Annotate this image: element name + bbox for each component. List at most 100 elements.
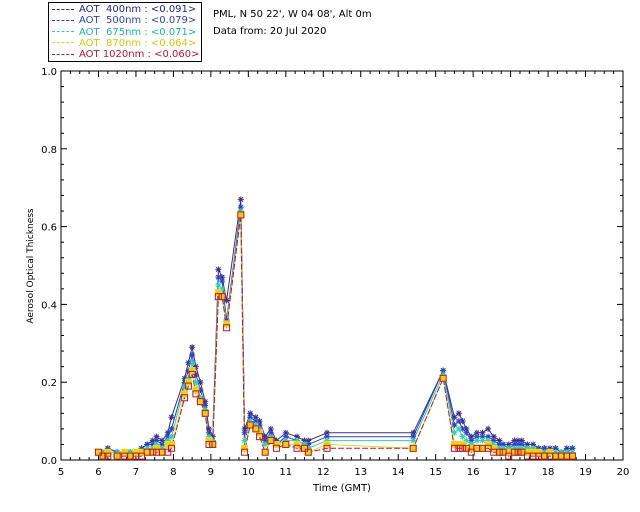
data-point	[149, 448, 157, 456]
data-point	[113, 452, 121, 460]
series-line	[98, 210, 573, 453]
data-point	[552, 452, 560, 460]
data-point	[168, 425, 175, 432]
legend-item: AOT 1020nm : <0.060>	[52, 49, 199, 61]
data-point	[94, 448, 102, 456]
data-point	[451, 429, 458, 436]
data-point	[468, 433, 475, 440]
data-point	[192, 379, 199, 386]
data-point	[189, 344, 196, 351]
data-point	[272, 440, 280, 448]
data-point	[237, 211, 245, 219]
data-point	[205, 440, 213, 448]
data-point	[256, 433, 264, 441]
data-point	[485, 425, 492, 432]
data-point	[518, 448, 526, 456]
data-point	[181, 390, 189, 398]
x-tick-label: 6	[95, 467, 101, 478]
data-point	[168, 444, 176, 452]
data-point	[546, 448, 554, 456]
data-point	[282, 440, 290, 448]
data-point	[439, 374, 447, 382]
data-point	[479, 429, 486, 436]
y-tick-label: 1.0	[41, 67, 57, 78]
data-point	[168, 433, 175, 440]
data-point	[99, 452, 107, 460]
plot-frame	[60, 70, 624, 461]
data-point	[518, 448, 526, 456]
data-point	[188, 367, 196, 375]
data-point	[214, 293, 222, 301]
legend-item: AOT 675nm : <0.071>	[52, 27, 196, 39]
y-tick-label: 0.4	[41, 300, 57, 311]
data-point	[467, 448, 475, 456]
data-point	[293, 444, 301, 452]
data-point	[218, 293, 226, 301]
data-point	[196, 398, 204, 406]
data-point	[505, 448, 513, 456]
data-point	[126, 452, 134, 460]
data-point	[192, 386, 200, 394]
x-tick-label: 15	[429, 467, 442, 478]
data-point	[241, 444, 249, 452]
x-tick-label: 12	[317, 467, 330, 478]
x-tick-label: 16	[467, 467, 480, 478]
data-point	[214, 289, 222, 297]
data-point	[490, 444, 498, 452]
y-tick-label: 0.2	[41, 378, 57, 389]
data-point	[104, 452, 112, 460]
data-point	[215, 274, 222, 281]
data-point	[473, 444, 481, 452]
data-point	[223, 320, 231, 328]
data-point	[267, 437, 275, 445]
data-point	[529, 448, 537, 456]
y-tick-label: 0.8	[41, 145, 57, 156]
x-tick-label: 10	[242, 467, 255, 478]
data-point	[459, 444, 467, 452]
data-point	[237, 196, 244, 203]
data-point	[455, 425, 462, 432]
data-point	[473, 437, 480, 444]
data-point	[138, 452, 146, 460]
data-point	[209, 440, 217, 448]
data-point	[455, 410, 462, 417]
data-point	[192, 390, 200, 398]
data-point	[439, 374, 447, 382]
data-point	[261, 448, 269, 456]
data-point	[459, 433, 466, 440]
data-point	[505, 452, 513, 460]
data-point	[241, 437, 248, 444]
data-point	[272, 444, 280, 452]
data-point	[188, 370, 196, 378]
data-point	[205, 429, 212, 436]
data-point	[459, 440, 467, 448]
y-tick-label: 0.0	[41, 456, 57, 467]
data-point	[201, 409, 209, 417]
data-point	[138, 448, 146, 456]
data-point	[323, 444, 331, 452]
data-point	[184, 378, 192, 386]
legend-label: AOT 400nm : <0.091>	[79, 4, 197, 15]
data-point	[455, 418, 462, 425]
data-point	[181, 394, 189, 402]
series-line	[98, 199, 573, 453]
data-point	[252, 425, 260, 433]
data-point	[293, 440, 301, 448]
data-point	[468, 437, 475, 444]
data-point	[462, 444, 470, 452]
data-point	[495, 448, 503, 456]
data-point	[499, 448, 507, 456]
data-point	[568, 452, 576, 460]
data-point	[304, 448, 312, 456]
data-point	[514, 448, 522, 456]
y-tick-label: 0.6	[41, 223, 57, 234]
data-point	[219, 278, 226, 285]
data-point	[262, 441, 269, 448]
data-point	[523, 448, 531, 456]
data-point	[409, 444, 417, 452]
data-point	[262, 433, 269, 440]
axis-ticks: 5 6 7 8 9 10 11 12 13 14 15 16 17 18 19 20 0.0 0.2 0.4 0.6 0…	[41, 67, 629, 478]
legend-item: AOT 400nm : <0.091>	[52, 4, 196, 16]
data-point	[104, 448, 112, 456]
site-info: PML, N 50 22', W 04 08', Alt 0m	[213, 9, 372, 20]
